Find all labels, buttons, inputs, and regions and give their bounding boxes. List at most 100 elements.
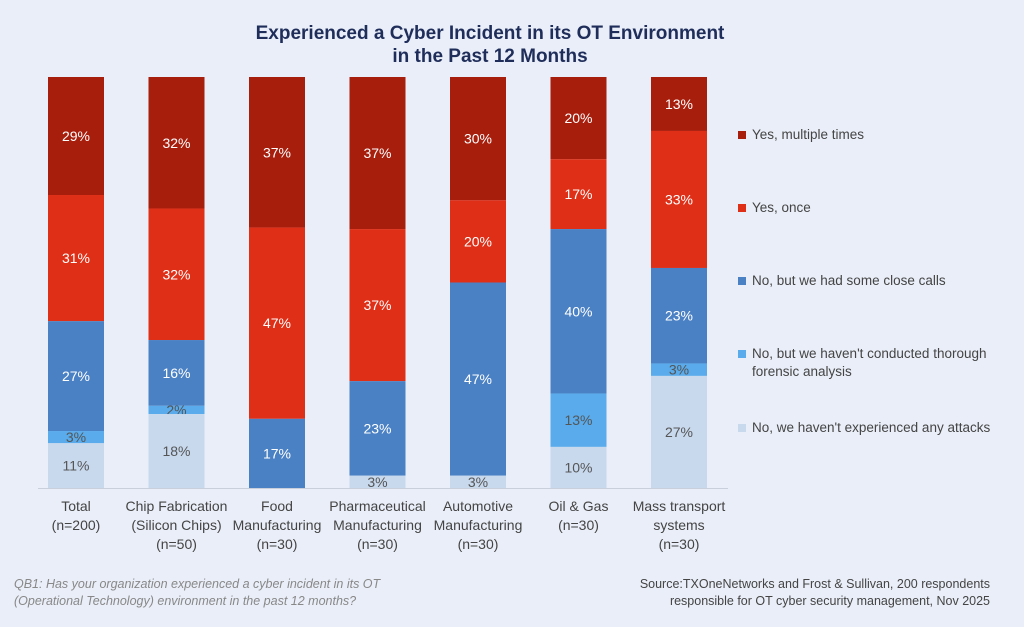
bar-segment bbox=[450, 77, 506, 201]
chart-title-line-1: Experienced a Cyber Incident in its OT E… bbox=[255, 23, 725, 44]
category-label-line: (Silicon Chips) bbox=[131, 517, 222, 533]
data-label: 18% bbox=[162, 443, 190, 459]
data-label: 32% bbox=[162, 266, 190, 282]
category-label-line: (n=30) bbox=[558, 517, 599, 533]
bar-segment bbox=[148, 208, 205, 341]
data-label: 23% bbox=[363, 420, 391, 436]
question-line-1: QB1: Has your organization experienced a… bbox=[14, 577, 381, 591]
bar-segment bbox=[450, 475, 506, 488]
source-line-2: responsible for OT cyber security manage… bbox=[669, 594, 990, 608]
legend-label: No, but we haven't conducted thorough for… bbox=[752, 345, 987, 381]
bar-segment bbox=[148, 405, 205, 415]
data-label: 13% bbox=[665, 96, 693, 112]
chart-title-line-2: in the Past 12 Months bbox=[392, 46, 588, 67]
legend-swatch bbox=[738, 350, 746, 358]
legend-label-line: No, but we had some close calls bbox=[752, 273, 946, 288]
data-label: 17% bbox=[564, 186, 592, 202]
category-label-line: Food bbox=[261, 498, 293, 514]
legend-item: No, but we haven't conducted thorough for… bbox=[738, 345, 1020, 381]
bar-segment bbox=[349, 77, 406, 230]
legend-label-line: forensic analysis bbox=[752, 364, 852, 379]
legend-label-line: No, we haven't experienced any attacks bbox=[752, 420, 991, 435]
bar-segment bbox=[349, 229, 406, 382]
question-line-2: (Operational Technology) environment in … bbox=[14, 594, 357, 608]
legend-label-line: No, but we haven't conducted thorough bbox=[752, 346, 987, 361]
data-label: 10% bbox=[564, 459, 592, 475]
data-label: 3% bbox=[367, 474, 387, 490]
data-label: 47% bbox=[464, 371, 492, 387]
category-label-line: (n=50) bbox=[156, 536, 197, 552]
bar-segment bbox=[249, 227, 305, 419]
category-label: Automotive Manufacturing (n=30) bbox=[434, 497, 523, 554]
category-label-line: Automotive bbox=[442, 498, 514, 514]
data-label: 27% bbox=[665, 424, 693, 440]
legend-swatch bbox=[738, 277, 746, 285]
category-label: Mass transport systems (n=30) bbox=[633, 497, 726, 554]
legend-swatch bbox=[738, 204, 746, 212]
bar-segment bbox=[550, 159, 607, 230]
legend-item: No, but we had some close calls bbox=[738, 272, 1020, 290]
data-label: 47% bbox=[263, 315, 291, 331]
bar-segment bbox=[148, 414, 205, 488]
category-label-line: Total bbox=[61, 498, 91, 514]
legend-item: No, we haven't experienced any attacks bbox=[738, 419, 1020, 437]
category-label: Oil & Gas (n=30) bbox=[549, 497, 609, 535]
category-label-line: Manufacturing bbox=[232, 517, 322, 533]
category-label-line: Manufacturing bbox=[433, 517, 523, 533]
bar-segment bbox=[550, 77, 607, 160]
data-label: 37% bbox=[363, 297, 391, 313]
survey-question-note: QB1: Has your organization experienced a… bbox=[14, 576, 434, 610]
data-label: 16% bbox=[162, 365, 190, 381]
data-label: 31% bbox=[62, 250, 90, 266]
bar-segment bbox=[48, 195, 104, 322]
bar-segment bbox=[550, 446, 607, 488]
legend-item: Yes, once bbox=[738, 199, 1020, 217]
data-label: 3% bbox=[468, 474, 488, 490]
data-label: 20% bbox=[564, 110, 592, 126]
data-label: 3% bbox=[669, 362, 689, 378]
bar-segment bbox=[651, 77, 707, 131]
data-label: 40% bbox=[564, 303, 592, 319]
legend-item: Yes, multiple times bbox=[738, 126, 1020, 144]
data-label: 20% bbox=[464, 233, 492, 249]
legend-label: No, but we had some close calls bbox=[752, 272, 946, 290]
category-label-line: Pharmaceutical bbox=[329, 498, 426, 514]
data-label: 33% bbox=[665, 191, 693, 207]
data-label: 37% bbox=[363, 145, 391, 161]
data-label: 2% bbox=[166, 402, 186, 418]
bar-segment bbox=[48, 321, 104, 432]
data-label: 3% bbox=[66, 429, 86, 445]
bar-segment bbox=[550, 393, 607, 447]
category-label-line: Manufacturing bbox=[333, 517, 422, 533]
source-line-1: Source:TXOneNetworks and Frost & Sulliva… bbox=[639, 577, 990, 591]
bar-segment bbox=[249, 418, 305, 488]
category-label: Total (n=200) bbox=[52, 497, 101, 535]
bar-segment bbox=[550, 229, 607, 394]
bar-segment bbox=[349, 475, 406, 488]
legend-label-line: Yes, once bbox=[752, 200, 811, 215]
legend-label: Yes, once bbox=[752, 199, 811, 217]
chart-title: Experienced a Cyber Incident in its OT E… bbox=[200, 22, 780, 68]
legend-label: No, we haven't experienced any attacks bbox=[752, 419, 990, 437]
source-note: Source:TXOneNetworks and Frost & Sulliva… bbox=[560, 576, 990, 610]
bar-segment bbox=[48, 77, 104, 196]
category-label-line: (n=200) bbox=[51, 517, 101, 533]
legend-swatch bbox=[738, 424, 746, 432]
category-label: Chip Fabrication (Silicon Chips) (n=50) bbox=[126, 497, 228, 554]
bar-segment bbox=[148, 77, 205, 209]
bar-segment bbox=[349, 381, 406, 476]
legend-label-line: Yes, multiple times bbox=[752, 127, 865, 142]
bar-segment bbox=[249, 77, 305, 228]
data-label: 23% bbox=[665, 308, 693, 324]
category-label-line: Mass transport bbox=[632, 498, 726, 514]
data-label: 30% bbox=[464, 131, 492, 147]
legend-label: Yes, multiple times bbox=[752, 126, 864, 144]
bar-segment bbox=[48, 431, 104, 444]
data-label: 17% bbox=[263, 445, 291, 461]
data-label: 32% bbox=[162, 135, 190, 151]
bar-segment bbox=[651, 375, 707, 488]
legend-swatch bbox=[738, 131, 746, 139]
category-label-line: Chip Fabrication bbox=[125, 498, 228, 514]
